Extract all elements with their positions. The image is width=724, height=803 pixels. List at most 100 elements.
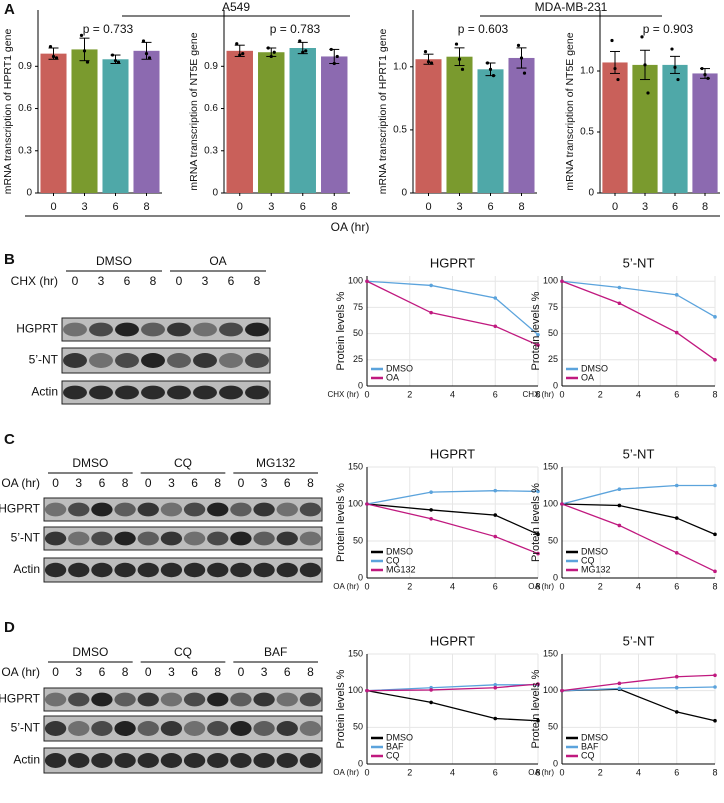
- point: [713, 483, 717, 488]
- blot-band: [91, 721, 113, 736]
- point: [493, 534, 498, 539]
- point: [493, 488, 498, 493]
- lane-label: 6: [191, 665, 198, 679]
- y-axis-title: Protein levels %: [530, 483, 542, 562]
- blot-row: [43, 715, 323, 742]
- x-tick-label: 8: [331, 201, 337, 213]
- blot-band: [63, 322, 87, 337]
- time-label: CHX (hr): [11, 274, 58, 288]
- lane-label: 3: [168, 665, 175, 679]
- blot-band: [183, 692, 206, 707]
- bar: [321, 56, 348, 194]
- x-tick-label: 6: [487, 201, 493, 213]
- y-tick-label: 0.3: [18, 145, 32, 156]
- blot-band: [114, 531, 136, 546]
- point: [674, 483, 679, 488]
- point: [536, 489, 540, 494]
- lane-label: 0: [238, 665, 245, 679]
- legend-label: MG132: [581, 564, 611, 574]
- line: [561, 686, 716, 692]
- blot-band: [276, 502, 298, 517]
- replicate-point: [116, 60, 121, 64]
- y-tick-label: 0.5: [393, 125, 407, 136]
- blot-band: [193, 322, 217, 337]
- y-tick-label: 0: [26, 188, 32, 199]
- x-axis-title: OA (hr): [528, 768, 554, 777]
- replicate-point: [329, 47, 333, 52]
- replicate-point: [82, 49, 87, 53]
- blot-band: [137, 753, 159, 768]
- panel-letter: A: [4, 1, 15, 18]
- blot-band: [245, 322, 269, 337]
- blot-band: [219, 322, 243, 337]
- condition-label: BAF: [264, 645, 287, 659]
- y-tick-label: 0.5: [580, 127, 594, 138]
- row-label: HGPRT: [0, 502, 41, 516]
- time-label: OA (hr): [1, 476, 40, 490]
- bar: [602, 62, 628, 194]
- replicate-point: [613, 66, 617, 71]
- point: [617, 301, 622, 306]
- y-tick-label: 100: [348, 276, 363, 286]
- blot-band: [299, 692, 322, 707]
- replicate-point: [429, 61, 434, 65]
- bar: [446, 56, 473, 194]
- line: [366, 280, 539, 336]
- blot-band: [89, 322, 113, 337]
- point: [536, 343, 540, 347]
- line: [561, 280, 716, 361]
- blot-band: [219, 385, 243, 400]
- legend-label: DMSO: [386, 363, 413, 373]
- blot-band: [245, 353, 269, 368]
- point: [674, 516, 679, 520]
- bar: [71, 49, 98, 193]
- x-tick-label: 6: [672, 201, 678, 213]
- y-tick-label: 0.6: [204, 103, 218, 114]
- blot-band: [44, 721, 67, 736]
- y-tick-label: 0: [553, 758, 558, 768]
- x-tick-label: 6: [112, 201, 118, 213]
- y-tick-label: 0: [588, 188, 594, 199]
- legend-label: MG132: [386, 564, 416, 574]
- blot-band: [63, 353, 87, 368]
- lane-label: 0: [238, 476, 245, 490]
- blot-band: [230, 753, 252, 768]
- replicate-point: [110, 53, 115, 57]
- blot-band: [167, 385, 191, 400]
- y-tick-label: 0: [212, 188, 218, 199]
- y-tick-label: 0.6: [18, 103, 32, 114]
- x-tick-label: 0: [364, 581, 369, 591]
- y-tick-label: 50: [353, 722, 363, 732]
- replicate-point: [700, 66, 704, 71]
- replicate-point: [51, 54, 56, 59]
- blot-band: [230, 562, 252, 578]
- blot-band: [230, 502, 252, 517]
- blot-band: [91, 531, 113, 546]
- replicate-point: [454, 42, 459, 46]
- chart-title: HGPRT: [430, 633, 475, 648]
- line: [366, 490, 539, 505]
- point: [429, 700, 433, 705]
- blot-band: [44, 753, 67, 768]
- blot-band: [230, 692, 252, 707]
- point: [674, 685, 679, 690]
- y-tick-label: 0.9: [18, 61, 32, 72]
- x-tick-label: 0: [559, 767, 564, 777]
- x-tick-label: 0: [364, 389, 369, 399]
- chart-title: HGPRT: [430, 446, 475, 461]
- x-tick-label: 0: [50, 201, 56, 213]
- blot-band: [137, 721, 159, 736]
- lane-label: 6: [284, 665, 291, 679]
- bar: [40, 53, 67, 194]
- point: [429, 688, 433, 692]
- y-tick-label: 0: [358, 380, 363, 390]
- x-tick-label: 2: [598, 767, 603, 777]
- x-tick-label: 4: [636, 767, 641, 777]
- blot-band: [183, 753, 206, 768]
- line: [366, 690, 539, 722]
- line: [561, 280, 716, 318]
- replicate-point: [266, 46, 270, 50]
- point: [536, 532, 540, 537]
- x-axis-title: OA (hr): [528, 582, 554, 591]
- replicate-point: [426, 60, 431, 64]
